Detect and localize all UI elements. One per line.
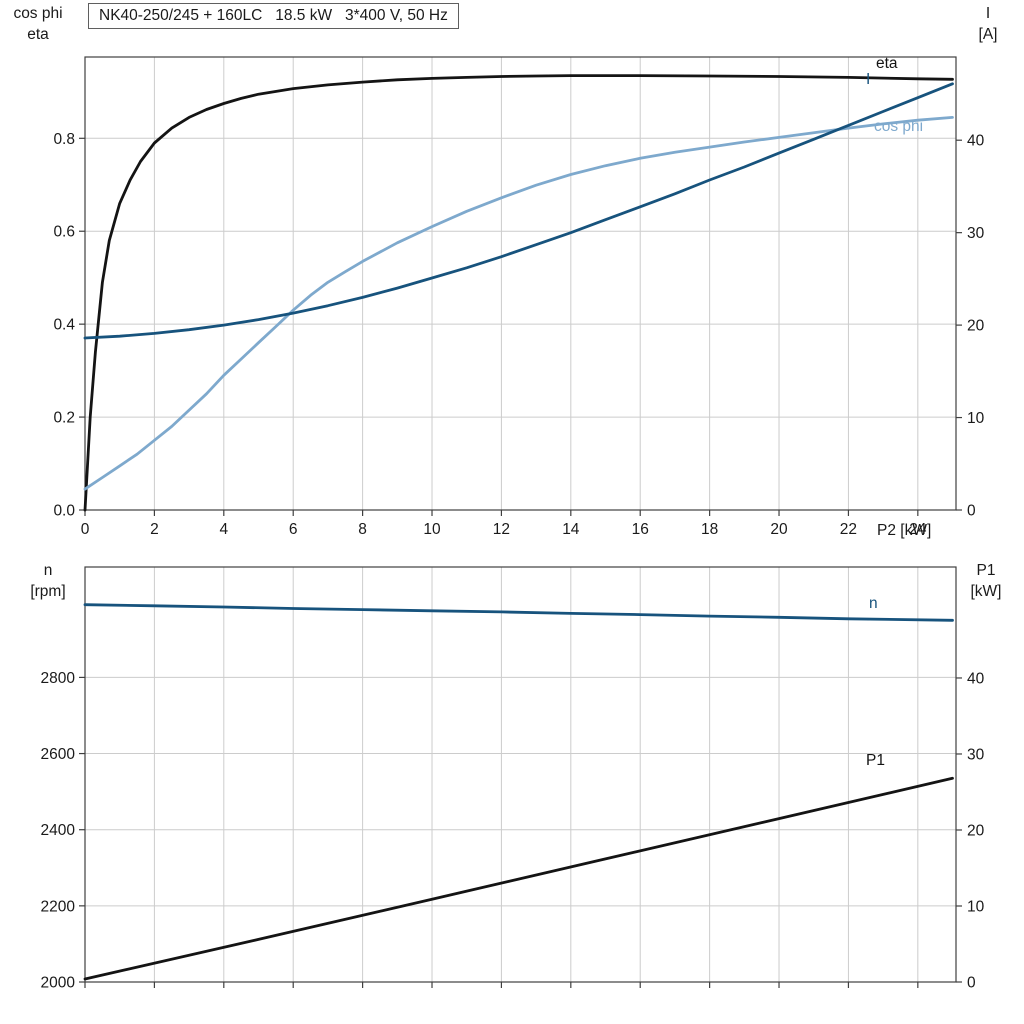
P1-curve [83, 776, 954, 981]
y-left-tick-label: 0.8 [53, 131, 75, 148]
x-tick-label: 0 [81, 521, 90, 538]
y-right-axis-title-top: I [A] [960, 3, 1016, 45]
eta-curve-label: eta [876, 55, 898, 72]
y-right-axis-title-line2: [A] [978, 26, 998, 43]
y-left-tick-label: 0.0 [53, 503, 75, 520]
x-tick-label: 24 [909, 521, 927, 538]
y-right-tick-label: 10 [967, 898, 985, 915]
y-right-tick-label: 20 [967, 822, 985, 839]
n-curve [83, 603, 954, 622]
y-right-tick-label: 20 [967, 318, 985, 335]
x-tick-label: 10 [423, 521, 441, 538]
x-tick-label: 2 [150, 521, 159, 538]
x-tick-label: 12 [493, 521, 510, 538]
y-left-axis-title-top: cos phi eta [6, 3, 70, 45]
y-left-axis-title-bottom-line2: [rpm] [30, 583, 66, 600]
speed-p1-vs-p2: 2000 2200 2400 2600 2800 0 10 20 30 40 n P1 [41, 566, 985, 992]
x-tick-label: 4 [219, 521, 228, 538]
y-right-tick-label: 10 [967, 410, 985, 427]
y-left-tick-label: 0.4 [53, 317, 75, 334]
y-right-axis-title-bottom-line1: P1 [976, 562, 996, 579]
y-right-tick-label: 30 [967, 746, 985, 763]
y-left-tick-label: 2400 [41, 822, 76, 839]
n-curve-label: n [869, 595, 878, 612]
y-right-tick-label: 30 [967, 225, 985, 242]
y-left-tick-label: 2200 [41, 898, 76, 915]
y-left-tick-label: 2000 [41, 975, 76, 992]
x-tick-label: 8 [358, 521, 367, 538]
eta-curve [83, 74, 954, 512]
plot-border [84, 56, 957, 511]
x-tick-label: 16 [632, 521, 649, 538]
cos_phi-curve [83, 116, 954, 491]
x-tick-label: 20 [770, 521, 788, 538]
x-tick-label: 22 [840, 521, 857, 538]
cos_phi-curve-label: cos phi [874, 118, 923, 135]
y-right-tick-label: 0 [967, 975, 976, 992]
y-left-axis-title-line1: cos phi [13, 5, 63, 22]
y-left-tick-label: 2600 [41, 746, 76, 763]
y-left-tick-label: 0.2 [53, 410, 75, 427]
y-right-axis-title-bottom-line2: [kW] [970, 583, 1002, 600]
y-left-tick-label: 2800 [41, 670, 76, 687]
I-curve [83, 82, 954, 340]
chart-title: NK40-250/245 + 160LC 18.5 kW 3*400 V, 50… [88, 3, 459, 29]
P1-curve-label: P1 [866, 752, 885, 769]
plot-border [84, 566, 957, 983]
y-left-axis-title-bottom: n [rpm] [16, 560, 80, 602]
x-axis-title: P2 [kW] [877, 522, 932, 539]
y-left-axis-title-bottom-line1: n [43, 562, 53, 579]
y-right-tick-label: 40 [967, 133, 985, 150]
x-tick-label: 6 [289, 521, 298, 538]
y-right-tick-label: 40 [967, 670, 985, 687]
y-right-tick-label: 0 [967, 503, 976, 520]
y-left-axis-title-line2: eta [27, 26, 49, 43]
x-tick-label: 14 [562, 521, 580, 538]
y-left-tick-label: 0.6 [53, 224, 75, 241]
y-right-axis-title-line1: I [985, 5, 991, 22]
I-curve-label: I [866, 71, 870, 88]
y-right-axis-title-bottom: P1 [kW] [956, 560, 1016, 602]
x-tick-label: 18 [701, 521, 718, 538]
